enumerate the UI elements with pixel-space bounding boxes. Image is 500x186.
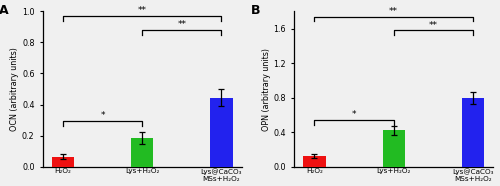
Text: *: * [100,111,105,120]
Bar [304,156,326,167]
Text: B: B [250,4,260,17]
Text: A: A [0,4,9,17]
Bar [462,98,484,167]
Bar [52,157,74,167]
Y-axis label: OCN (arbitrary units): OCN (arbitrary units) [10,47,19,131]
Text: **: ** [178,20,186,29]
Text: **: ** [389,7,398,16]
Bar [210,97,233,167]
Bar [131,138,154,167]
Text: **: ** [138,6,146,15]
Bar [382,130,404,167]
Text: **: ** [428,20,438,30]
Text: *: * [352,110,356,119]
Y-axis label: OPN (arbitrary units): OPN (arbitrary units) [262,47,270,131]
